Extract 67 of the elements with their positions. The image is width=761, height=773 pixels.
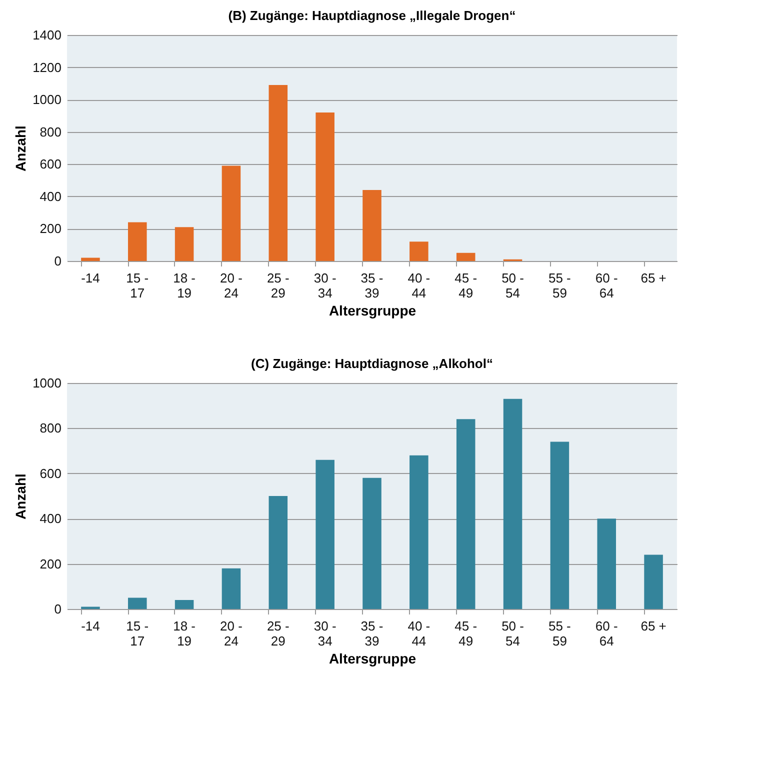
x-tick-label: -14	[81, 618, 100, 634]
y-tick-label: 0	[54, 602, 62, 616]
y-tick-label: 1200	[32, 60, 62, 75]
x-tick-label: 40 - 44	[408, 618, 430, 648]
x-tick-label: 20 - 24	[220, 618, 242, 648]
x-tick-label: 18 - 19	[173, 618, 196, 648]
x-tick-label: 30 - 34	[314, 270, 336, 300]
bar	[503, 398, 522, 609]
bar	[128, 222, 147, 261]
x-tick-label: 50 - 54	[502, 270, 524, 300]
x-tick-label: 55 - 59	[548, 270, 571, 300]
y-tick-label: 1000	[32, 376, 62, 390]
bar	[316, 112, 334, 261]
bar	[316, 460, 334, 609]
y-tick-label: 0	[54, 254, 62, 268]
x-tick-label: 25 - 29	[266, 270, 290, 300]
y-tick-label: 800	[40, 420, 62, 436]
bar	[456, 252, 476, 261]
y-tick-label: 200	[40, 221, 62, 236]
x-tick-label: 20 - 24	[220, 270, 242, 300]
x-tick-label: 35 - 39	[360, 618, 384, 648]
bar	[222, 166, 241, 261]
y-axis-title: Anzahl	[12, 474, 29, 520]
x-tick-label: 45 - 49	[454, 618, 478, 648]
bar	[410, 455, 428, 609]
chart-title: (C) Zugänge: Hauptdiagnose „Alkohol“	[251, 356, 493, 371]
chart-title: (B) Zugänge: Hauptdiagnose „Illegale Drogen“	[228, 8, 516, 23]
bar	[644, 554, 663, 609]
bar	[410, 242, 428, 261]
y-tick-label: 1000	[32, 92, 62, 108]
x-tick-label: 25 - 29	[266, 618, 290, 648]
x-tick-label: 18 - 19	[173, 270, 196, 300]
bar	[268, 85, 288, 261]
x-axis-title: Altersgruppe	[328, 650, 416, 666]
y-tick-label: 400	[40, 188, 62, 204]
y-tick-label: 400	[40, 511, 62, 526]
x-tick-label: 15 - 17	[126, 618, 149, 648]
bar	[268, 496, 288, 609]
x-tick-label: 50 - 54	[502, 618, 524, 648]
x-tick-label: 30 - 34	[314, 618, 336, 648]
x-tick-label: 15 - 17	[126, 270, 149, 300]
y-tick-label: 200	[40, 556, 62, 572]
x-axis-title: Altersgruppe	[328, 302, 416, 318]
x-tick-label: 45 - 49	[454, 270, 478, 300]
y-tick-label: 600	[40, 156, 62, 172]
bar	[550, 442, 570, 609]
y-tick-label: 600	[40, 466, 62, 481]
bar	[362, 478, 382, 609]
x-tick-label: 55 - 59	[548, 618, 571, 648]
bar	[456, 419, 476, 609]
bar	[597, 518, 616, 609]
bar	[128, 598, 147, 609]
x-tick-label: 60 - 64	[595, 270, 618, 300]
y-tick-label: 1400	[32, 28, 62, 42]
x-tick-label: 40 - 44	[408, 270, 430, 300]
bar	[222, 568, 241, 609]
x-tick-label: 35 - 39	[360, 270, 384, 300]
y-axis-title: Anzahl	[12, 126, 29, 172]
x-tick-label: -14	[81, 270, 100, 286]
bar	[81, 258, 100, 261]
bar	[174, 227, 194, 261]
bar	[174, 600, 194, 609]
x-tick-label: 65 +	[640, 270, 666, 286]
y-tick-label: 800	[40, 124, 62, 140]
bar	[362, 190, 382, 261]
x-tick-label: 60 - 64	[595, 618, 618, 648]
x-tick-label: 65 +	[640, 618, 666, 634]
